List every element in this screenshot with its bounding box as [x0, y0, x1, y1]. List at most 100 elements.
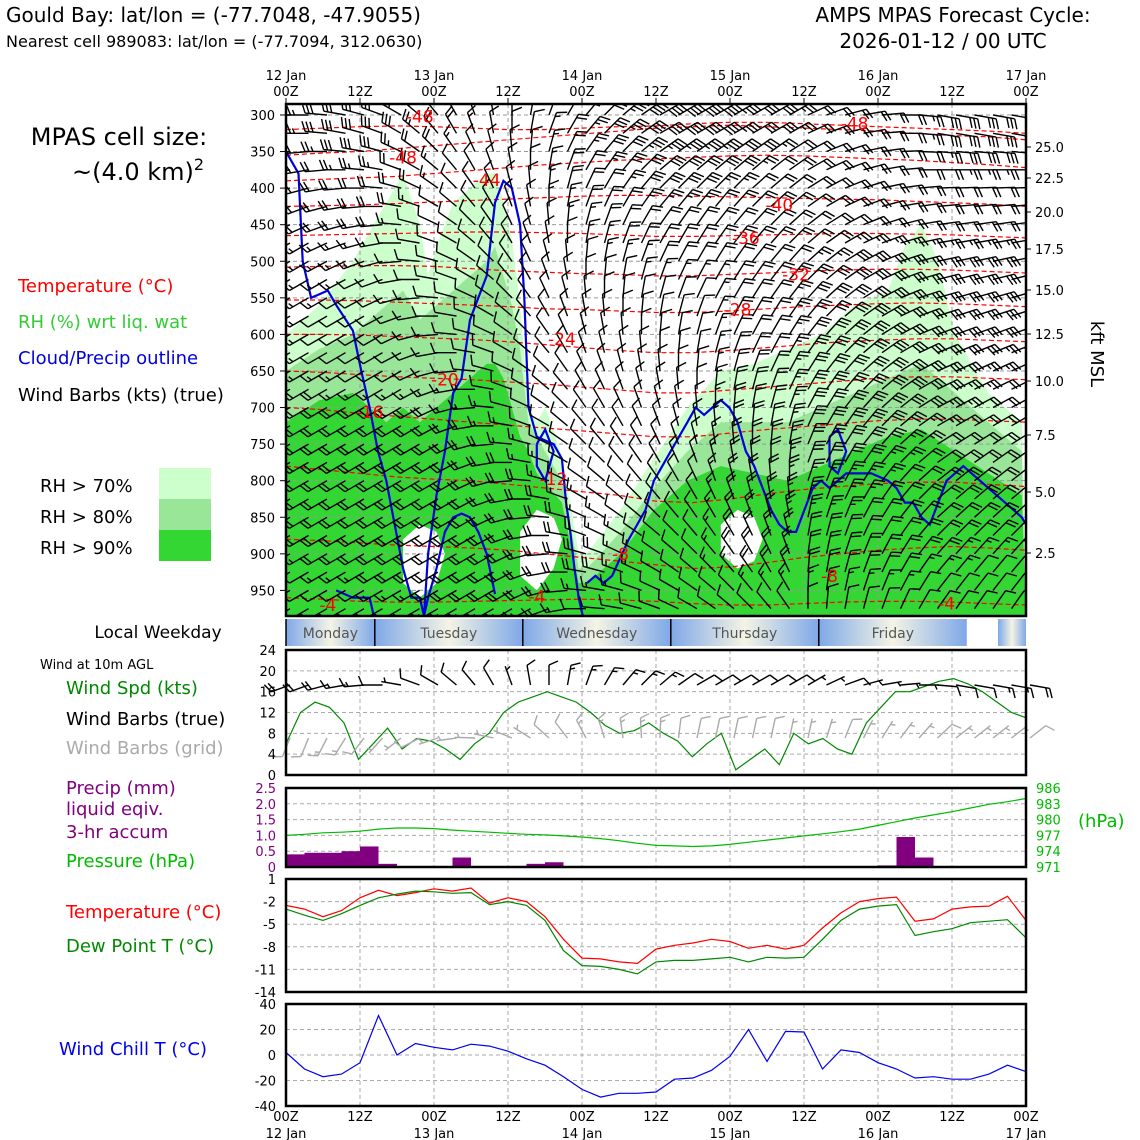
xs-wind-barb	[510, 367, 531, 390]
barb-full	[524, 586, 533, 596]
barb-full	[546, 521, 551, 533]
xs-wind-barb	[354, 370, 383, 383]
barb-full	[739, 544, 747, 555]
xs-wind-barb	[299, 352, 328, 365]
xs-wind-barb	[844, 336, 871, 354]
barb-full	[708, 223, 720, 227]
surface-barb-grid	[862, 719, 876, 739]
barb-full	[447, 575, 457, 584]
barb-full	[760, 335, 771, 338]
barb-full	[286, 265, 290, 273]
xs-wind-barb	[752, 155, 780, 171]
barb-full	[853, 464, 865, 467]
xs-wind-barb	[1030, 570, 1054, 597]
barb-full	[640, 712, 650, 719]
xs-wind-barb	[844, 496, 864, 518]
xs-wind-barb	[544, 500, 568, 518]
barb-full	[317, 356, 327, 365]
barb-full	[659, 104, 669, 109]
barb-full	[969, 275, 977, 286]
barb-full	[529, 404, 533, 415]
barb-full	[286, 466, 290, 474]
barb-half	[627, 242, 634, 245]
height-tick: 5.0	[1035, 486, 1056, 501]
xs-wind-barb	[936, 589, 961, 610]
barb-full	[676, 155, 687, 162]
barb-full	[798, 318, 810, 322]
xs-wind-barb	[598, 324, 608, 353]
barb-shaft	[458, 208, 476, 226]
barb-shaft	[435, 271, 457, 281]
xs-wind-barb	[639, 570, 661, 592]
xs-wind-barb	[622, 289, 634, 317]
barb-full	[969, 152, 974, 164]
barb-half	[445, 131, 450, 138]
barb-full	[428, 445, 438, 454]
xs-wind-barb	[286, 333, 309, 347]
barb-half	[888, 573, 895, 575]
barb-full	[711, 140, 722, 148]
barb-full	[317, 262, 327, 272]
barb-full	[938, 325, 948, 335]
barb-full	[298, 203, 307, 213]
barb-half	[380, 394, 386, 399]
barb-full	[569, 198, 580, 204]
barb-full	[784, 158, 795, 165]
barb-full	[322, 179, 329, 190]
barb-full	[852, 431, 864, 435]
barb-shaft	[1030, 503, 1046, 518]
barb-full	[582, 535, 585, 547]
xs-wind-barb	[751, 278, 775, 299]
barb-full	[354, 393, 364, 401]
barb-full	[635, 669, 646, 674]
barb-full	[724, 295, 736, 298]
barb-shaft	[608, 445, 624, 463]
barb-full	[816, 423, 827, 425]
barb-full	[413, 573, 423, 582]
barb-full	[900, 322, 910, 330]
barb-shaft	[454, 307, 476, 317]
xs-wind-barb	[622, 238, 640, 262]
barb-full	[899, 339, 910, 347]
xs-wind-barb	[354, 534, 383, 548]
xs-wind-barb	[715, 155, 743, 171]
xs-wind-barb	[807, 458, 826, 481]
pressure-tick: 400	[250, 182, 275, 197]
barb-full	[539, 603, 547, 613]
xs-wind-barb	[937, 238, 966, 250]
barb-full	[672, 174, 683, 181]
barb-full	[505, 159, 516, 168]
barb-full	[622, 289, 634, 295]
barb-full	[816, 304, 828, 310]
xs-wind-barb	[373, 553, 402, 566]
barb-full	[821, 248, 832, 255]
barb-shaft	[531, 374, 550, 390]
xs-wind-barb	[826, 142, 855, 153]
barb-shaft	[1030, 133, 1052, 137]
barb-full	[912, 345, 922, 353]
barb-full	[766, 225, 778, 231]
barb-shaft	[567, 467, 587, 482]
nearest-cell: Nearest cell 989083: lat/lon = (-77.7094…	[6, 32, 422, 51]
barb-shaft	[1030, 362, 1050, 371]
barb-full	[767, 105, 777, 114]
barb-half	[850, 503, 856, 506]
xs-wind-barb	[512, 328, 531, 354]
xs-wind-barb	[881, 515, 904, 536]
barb-shaft	[326, 589, 346, 603]
barb-full	[895, 462, 907, 467]
barb-full	[971, 363, 981, 372]
barb-shaft	[307, 333, 328, 347]
barb-full	[466, 436, 473, 447]
barb-full	[802, 279, 814, 285]
barb-full	[1047, 465, 1056, 475]
xs-wind-barb	[881, 480, 906, 500]
barb-full	[395, 427, 405, 436]
barb-full	[782, 125, 792, 134]
barb-shaft	[1030, 397, 1049, 407]
barb-full	[411, 305, 417, 317]
barb-full	[860, 215, 870, 224]
xs-wind-barb	[973, 572, 999, 591]
barb-full	[954, 239, 962, 250]
barb-full	[581, 288, 592, 296]
